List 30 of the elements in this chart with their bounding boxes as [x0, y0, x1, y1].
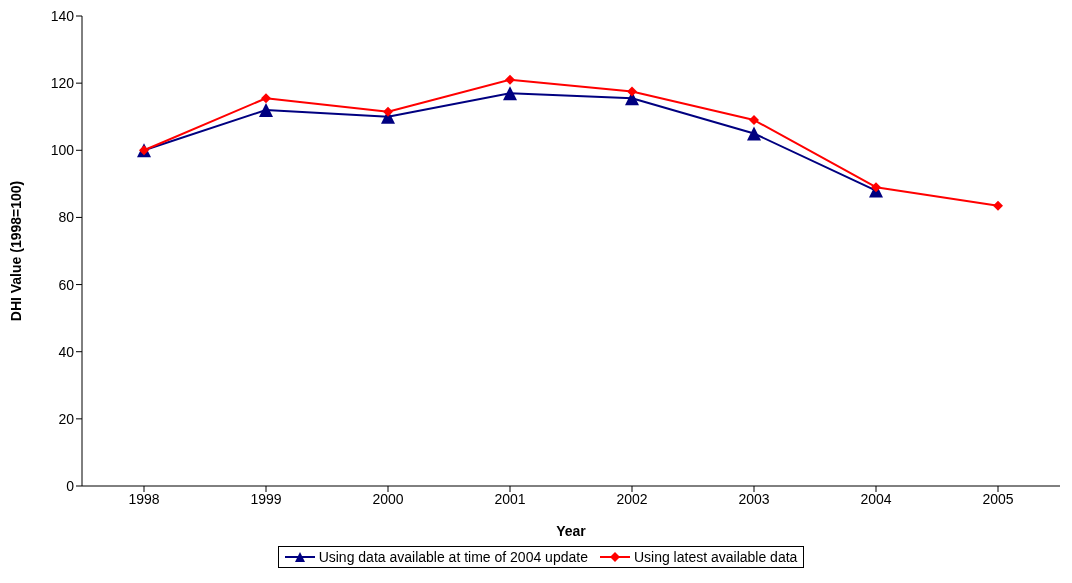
point [627, 86, 637, 97]
x-tick-label: 1999 [250, 490, 282, 507]
y-tick-label: 80 [58, 209, 75, 226]
point [505, 74, 515, 85]
x-tick-label: 2005 [982, 490, 1014, 507]
x-tick-label: 1998 [128, 490, 160, 507]
y-tick-label: 20 [58, 410, 75, 427]
point [259, 103, 273, 117]
point [993, 200, 1003, 211]
y-tick-label: 140 [50, 7, 75, 24]
y-tick-label: 120 [50, 75, 75, 92]
y-tick-label: 60 [58, 276, 75, 293]
x-tick-label: 2004 [860, 490, 892, 507]
point [503, 86, 517, 101]
y-tick-label: 0 [66, 477, 75, 494]
point [261, 93, 271, 104]
point [749, 115, 759, 126]
y-tick-label: 40 [58, 343, 75, 360]
point [871, 182, 881, 193]
x-tick-label: 2001 [494, 490, 526, 507]
x-tick-label: 2000 [372, 490, 404, 507]
legend-label: Using latest available data [632, 549, 798, 565]
x-tick-label: 2003 [738, 490, 770, 507]
point [383, 106, 393, 117]
x-tick-label: 2002 [616, 490, 648, 507]
y-axis-title: DHI Value (1998=100) [7, 180, 24, 322]
point [747, 126, 761, 141]
y-tick-label: 100 [50, 142, 75, 159]
x-axis-title: Year [556, 523, 587, 539]
legend-label: Using data available at time of 2004 update [317, 549, 588, 565]
